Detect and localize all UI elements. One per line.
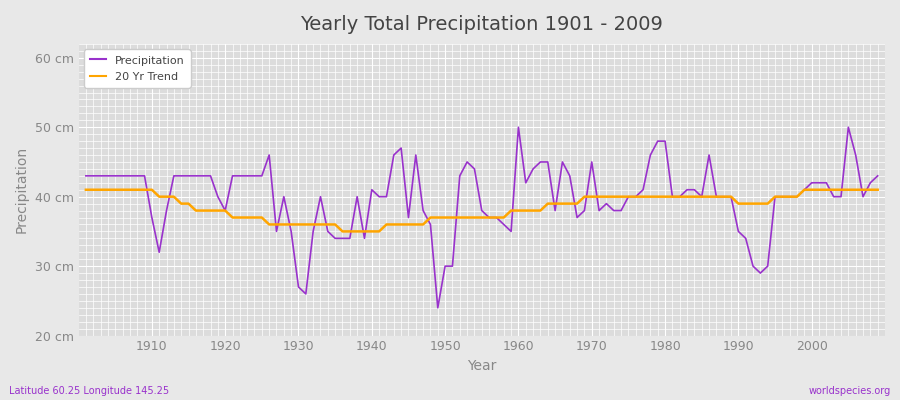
Text: worldspecies.org: worldspecies.org [809,386,891,396]
X-axis label: Year: Year [467,359,497,373]
Legend: Precipitation, 20 Yr Trend: Precipitation, 20 Yr Trend [84,50,191,88]
Title: Yearly Total Precipitation 1901 - 2009: Yearly Total Precipitation 1901 - 2009 [301,15,663,34]
Text: Latitude 60.25 Longitude 145.25: Latitude 60.25 Longitude 145.25 [9,386,169,396]
Y-axis label: Precipitation: Precipitation [15,146,29,233]
